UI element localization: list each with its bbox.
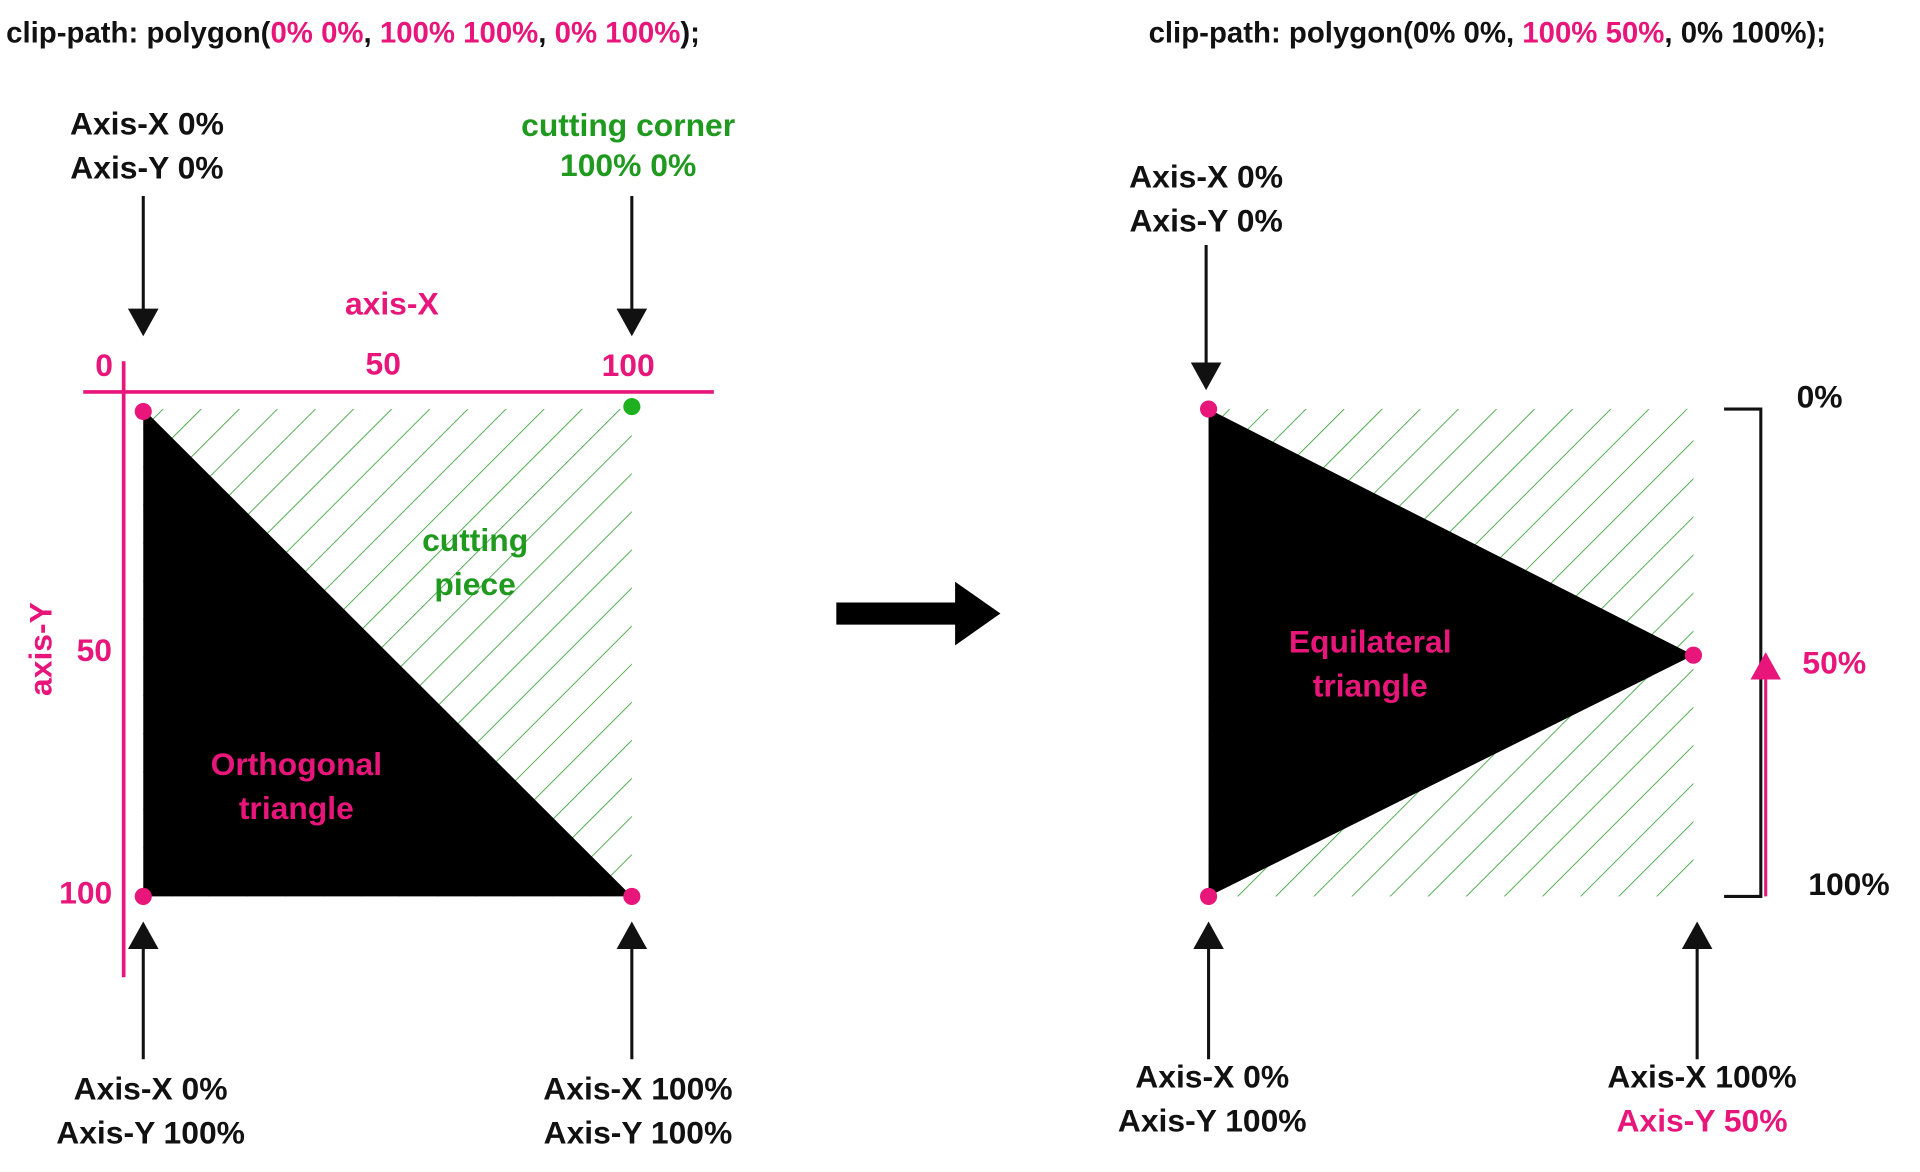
tick-label: 50	[77, 632, 112, 668]
shape-label: Equilateral	[1289, 624, 1452, 660]
code: );	[680, 16, 700, 49]
point	[623, 887, 641, 905]
code-line: clip-path: polygon(0% 0%, 100% 50%, 0% 1…	[1149, 16, 1826, 49]
scale-label: 50%	[1802, 644, 1866, 680]
label: Axis-X 0%	[1135, 1058, 1289, 1094]
label: Axis-Y 0%	[70, 150, 223, 186]
label: Axis-Y 50%	[1617, 1102, 1788, 1138]
label: Axis-Y 100%	[544, 1115, 733, 1151]
axis-label: axis-Y	[22, 602, 58, 696]
shape-label: triangle	[239, 790, 354, 826]
label: Axis-Y 0%	[1129, 202, 1282, 238]
scale-label: 100%	[1808, 866, 1889, 902]
axis-label: axis-X	[345, 286, 439, 322]
point	[134, 402, 152, 421]
label: piece	[434, 566, 515, 602]
tick-label: 0	[95, 347, 113, 383]
label: Axis-X 100%	[543, 1071, 732, 1107]
label: Axis-Y 100%	[1118, 1102, 1307, 1138]
arrows	[127, 196, 648, 1060]
point	[134, 887, 152, 905]
label: Axis-X 100%	[1607, 1058, 1796, 1094]
code: 100% 50%	[1522, 16, 1664, 49]
code: 0% 100%	[555, 16, 681, 49]
transition-arrow	[836, 581, 1001, 646]
code-line: clip-path: polygon(0% 0%, 100% 100%, 0% …	[6, 16, 700, 49]
point	[1200, 400, 1218, 418]
point	[1684, 646, 1703, 664]
label: Axis-X 0%	[1129, 158, 1283, 194]
code: ,	[538, 16, 554, 49]
tick-label: 100	[59, 875, 112, 911]
code: , 0% 100%);	[1664, 16, 1826, 49]
tick-label: 100	[602, 347, 655, 383]
shape-label: Orthogonal	[211, 746, 383, 782]
scale-bar	[1724, 407, 1763, 898]
code: ,	[364, 16, 380, 49]
code: clip-path: polygon(	[6, 16, 271, 49]
label: 100% 0%	[560, 147, 696, 183]
code: clip-path: polygon(0% 0%,	[1149, 16, 1523, 49]
triangle	[1208, 409, 1694, 897]
code: 100% 100%	[380, 16, 538, 49]
code: 0% 0%	[270, 16, 363, 49]
label: Axis-Y 100%	[56, 1115, 245, 1151]
tick-label: 50	[366, 346, 401, 382]
triangle	[143, 409, 632, 897]
label: cutting	[422, 522, 528, 558]
scale-label: 0%	[1797, 379, 1843, 415]
label: Axis-X 0%	[74, 1071, 228, 1107]
point	[1200, 887, 1218, 905]
label: Axis-X 0%	[70, 106, 224, 142]
shape-label: triangle	[1313, 668, 1428, 704]
label: cutting corner	[521, 107, 735, 143]
point	[623, 398, 641, 416]
